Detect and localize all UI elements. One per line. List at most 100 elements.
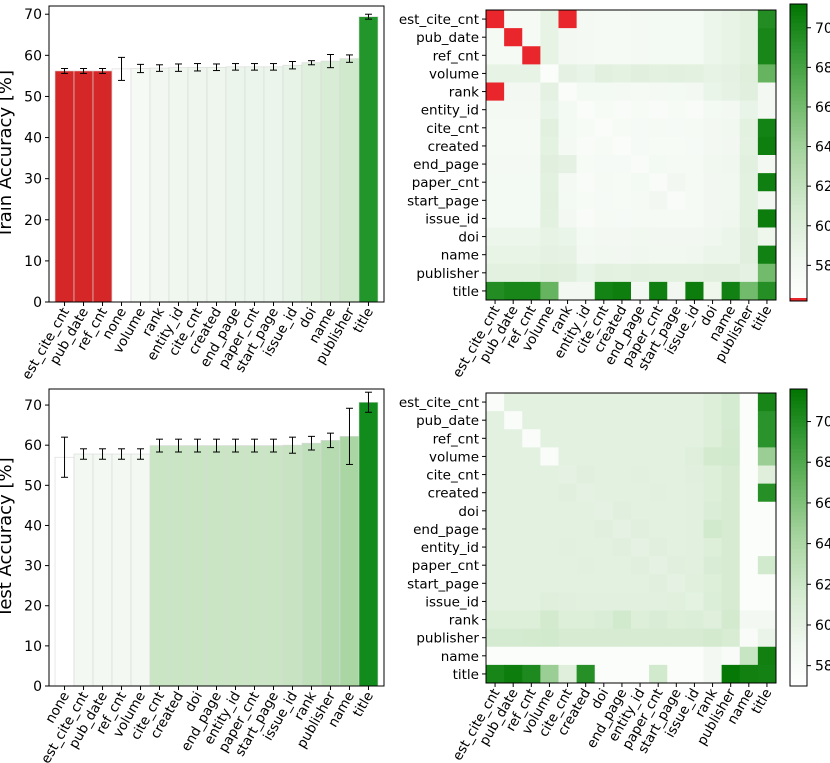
- heatmap-cell: [739, 519, 759, 539]
- heatmap-frame: [485, 9, 777, 301]
- heatmap-cell: [631, 411, 650, 430]
- heatmap-cell: [576, 483, 596, 503]
- heatmap-cell: [703, 82, 723, 102]
- heatmap-cell: [757, 155, 777, 174]
- colorbar-step: [790, 426, 807, 431]
- heatmap-cell: [649, 263, 668, 283]
- heatmap-cell: [739, 10, 759, 29]
- heatmap-row-label: created: [428, 139, 479, 155]
- heatmap-cell: [667, 411, 686, 430]
- heatmap-cell: [685, 610, 704, 630]
- heatmap-cell: [594, 191, 614, 210]
- colorbar-step: [790, 159, 807, 165]
- bar-none: [111, 68, 132, 303]
- y-tick-label: 60: [24, 48, 42, 64]
- heatmap-cell: [540, 28, 559, 47]
- error-bar-volume: [137, 63, 145, 74]
- heatmap-cell: [631, 136, 650, 156]
- colorbar-step: [790, 104, 807, 109]
- colorbar-step: [790, 271, 807, 276]
- colorbar-step: [790, 226, 807, 231]
- heatmap-cell: [540, 483, 559, 503]
- heatmap-cell: [721, 483, 741, 503]
- heatmap-cell: [703, 118, 723, 138]
- heatmap-cell: [522, 281, 541, 301]
- error-bar-title: [364, 391, 372, 413]
- error-bar-est_cite_cnt: [80, 448, 88, 460]
- bar-entity_id: [225, 445, 246, 687]
- colorbar-tick-label: 60: [815, 219, 830, 235]
- heatmap-cell: [667, 501, 686, 521]
- heatmap-cell: [631, 155, 650, 174]
- heatmap-cell: [631, 10, 650, 29]
- error-bar-doi: [194, 438, 202, 453]
- colorbar-step: [790, 533, 807, 538]
- heatmap-cell: [540, 610, 559, 630]
- heatmap-cell: [540, 519, 559, 539]
- bar-publisher: [320, 440, 341, 687]
- heatmap-cell: [685, 465, 704, 485]
- heatmap-cell: [486, 245, 505, 265]
- colorbar-step: [790, 171, 807, 176]
- heatmap-cell: [685, 10, 704, 29]
- heatmap-cell: [576, 610, 596, 630]
- colorbar-step: [790, 245, 807, 250]
- heatmap-cell: [486, 281, 505, 301]
- colorbar-tick-label: 58: [815, 659, 830, 675]
- colorbar-step: [790, 489, 807, 494]
- colorbar-tick-label: 64: [815, 140, 830, 156]
- colorbar-step: [790, 33, 807, 38]
- colorbar-tick-label: 68: [815, 60, 830, 76]
- heatmap-cell: [757, 100, 777, 120]
- heatmap-cell: [631, 100, 650, 120]
- y-tick-label: 20: [24, 213, 42, 229]
- error-bar-ref_cnt: [118, 448, 126, 460]
- heatmap-cell: [703, 281, 723, 301]
- error-bar-created: [213, 63, 220, 72]
- heatmap-cell: [558, 100, 578, 120]
- heatmap-cell: [558, 574, 578, 593]
- colorbar-step: [790, 18, 807, 24]
- heatmap-cell: [540, 118, 559, 138]
- heatmap-cell: [685, 209, 704, 228]
- heatmap-cell: [594, 411, 614, 430]
- heatmap-cell: [703, 209, 723, 228]
- colorbar-step: [790, 182, 807, 187]
- heatmap-cell: [721, 429, 741, 448]
- heatmap-cell: [685, 100, 704, 120]
- heatmap-cell: [649, 64, 668, 83]
- bar-est_cite_cnt: [54, 70, 75, 303]
- colorbar-step: [790, 511, 807, 516]
- heatmap-cell: [685, 447, 704, 466]
- heatmap-cell: [739, 281, 759, 301]
- heatmap-cell: [631, 263, 650, 283]
- heatmap-cell: [757, 82, 777, 102]
- heatmap-cell: [631, 281, 650, 301]
- heatmap-cell: [504, 592, 523, 611]
- bar-doi: [301, 62, 322, 303]
- heatmap-cell: [721, 447, 741, 466]
- heatmap-cell: [667, 209, 686, 228]
- heatmap-cell: [703, 411, 723, 430]
- heatmap-cell: [612, 628, 632, 648]
- heatmap-frame: [485, 392, 777, 684]
- heatmap-cell: [667, 447, 686, 466]
- heatmap-cell: [540, 447, 559, 466]
- heatmap-cell: [631, 245, 650, 265]
- colorbar-gradient: [790, 389, 807, 687]
- colorbar-step: [790, 37, 807, 42]
- heatmap-cell: [504, 46, 523, 65]
- heatmap-cell: [486, 483, 505, 503]
- heatmap-cell: [703, 610, 723, 630]
- colorbar-step: [790, 604, 807, 609]
- colorbar-step: [790, 634, 807, 639]
- heatmap-cell: [703, 519, 723, 539]
- heatmap-cell: [594, 136, 614, 156]
- y-tick-label: 50: [24, 89, 42, 105]
- heatmap-row-label: pub_date: [416, 30, 479, 46]
- colorbar-step: [790, 26, 807, 31]
- heatmap-cell: [504, 263, 523, 283]
- heatmap-cell: [757, 483, 777, 503]
- heatmap-cell: [486, 429, 505, 448]
- heatmap-cell: [522, 574, 541, 593]
